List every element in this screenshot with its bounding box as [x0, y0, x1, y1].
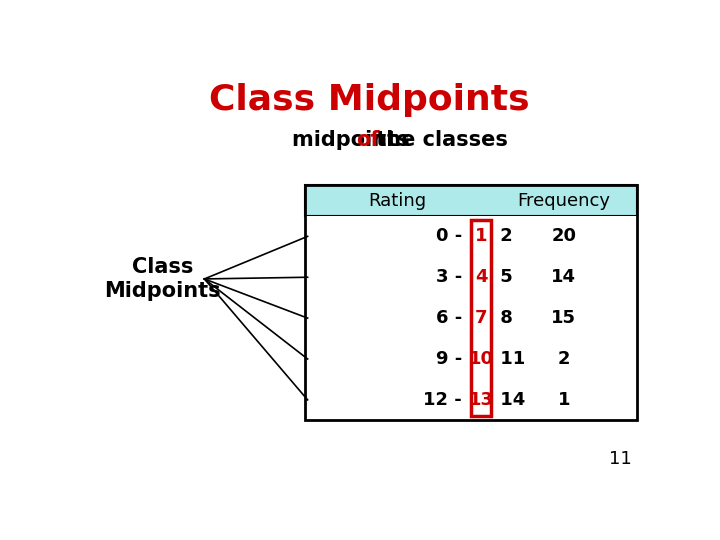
Text: Frequency: Frequency	[517, 192, 611, 210]
Bar	[305, 185, 637, 420]
Text: 13: 13	[469, 391, 493, 409]
Text: 1: 1	[557, 391, 570, 409]
Text: 4: 4	[474, 268, 487, 286]
Text: 5: 5	[493, 268, 513, 286]
Text: midpoints: midpoints	[292, 130, 417, 150]
Text: 3 -: 3 -	[436, 268, 469, 286]
Text: 1: 1	[474, 227, 487, 245]
Text: 12 -: 12 -	[423, 391, 469, 409]
Text: 14: 14	[552, 268, 576, 286]
Text: 15: 15	[552, 309, 576, 327]
Text: Class Midpoints: Class Midpoints	[209, 83, 529, 117]
Text: 9 -: 9 -	[436, 350, 469, 368]
Bar	[471, 220, 491, 416]
Text: 2: 2	[557, 350, 570, 368]
Text: 11: 11	[493, 350, 525, 368]
Bar	[305, 216, 637, 420]
Text: Class
Midpoints: Class Midpoints	[104, 258, 221, 301]
Bar	[305, 185, 637, 216]
Text: 6 -: 6 -	[436, 309, 469, 327]
Text: 8: 8	[493, 309, 513, 327]
Text: 11: 11	[608, 450, 631, 468]
Text: 2: 2	[493, 227, 513, 245]
Text: the classes: the classes	[369, 130, 508, 150]
Text: of: of	[356, 130, 379, 150]
Text: 0 -: 0 -	[436, 227, 469, 245]
Text: 20: 20	[552, 227, 576, 245]
Text: 14: 14	[493, 391, 525, 409]
Text: 10: 10	[469, 350, 493, 368]
Text: 7: 7	[474, 309, 487, 327]
Text: Rating: Rating	[369, 192, 427, 210]
